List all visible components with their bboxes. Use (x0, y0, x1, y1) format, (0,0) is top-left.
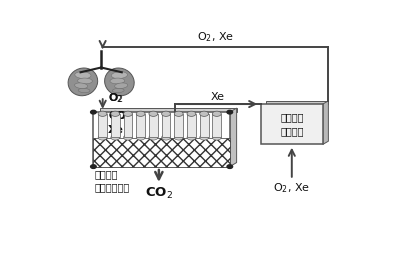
Ellipse shape (162, 111, 170, 116)
Polygon shape (266, 101, 328, 104)
Ellipse shape (112, 88, 124, 93)
Bar (149, 114, 158, 138)
Text: Xe: Xe (211, 92, 225, 102)
Text: 气体混合
浓度监测: 气体混合 浓度监测 (280, 112, 304, 136)
Ellipse shape (111, 135, 120, 140)
Bar (111, 114, 120, 138)
Bar (187, 114, 196, 138)
Ellipse shape (124, 111, 132, 116)
Polygon shape (323, 101, 328, 144)
Text: O$_2$
CO$_2$
Xe: O$_2$ CO$_2$ Xe (108, 91, 132, 135)
Polygon shape (230, 108, 237, 167)
Circle shape (227, 110, 232, 114)
Ellipse shape (149, 135, 158, 140)
Ellipse shape (68, 68, 98, 96)
Ellipse shape (200, 111, 208, 116)
Ellipse shape (111, 72, 128, 79)
Circle shape (91, 110, 96, 114)
Bar (212, 114, 221, 138)
Bar (200, 114, 208, 138)
Bar (94, 112, 230, 167)
Ellipse shape (124, 135, 132, 140)
Polygon shape (100, 108, 237, 112)
Circle shape (227, 165, 232, 168)
Ellipse shape (98, 135, 107, 140)
Text: O$_2$
CO$_2$
Xe: O$_2$ CO$_2$ Xe (108, 91, 131, 135)
Ellipse shape (187, 135, 196, 140)
Ellipse shape (78, 88, 90, 93)
Circle shape (91, 165, 96, 168)
Ellipse shape (212, 135, 221, 140)
Ellipse shape (212, 111, 221, 116)
Text: O$_2$, Xe: O$_2$, Xe (197, 30, 234, 44)
Text: O$_2$, Xe: O$_2$, Xe (273, 181, 310, 195)
Ellipse shape (115, 83, 128, 89)
Ellipse shape (136, 111, 145, 116)
Text: 分子筛膜
气体分离元件: 分子筛膜 气体分离元件 (95, 169, 130, 192)
Bar (98, 114, 107, 138)
Ellipse shape (162, 135, 170, 140)
Bar (162, 114, 170, 138)
Ellipse shape (174, 111, 183, 116)
Ellipse shape (75, 72, 91, 79)
Ellipse shape (174, 135, 183, 140)
Ellipse shape (105, 68, 134, 96)
Bar (94, 138, 230, 167)
Ellipse shape (78, 78, 92, 84)
Ellipse shape (187, 111, 196, 116)
Ellipse shape (74, 83, 88, 89)
Ellipse shape (111, 111, 120, 116)
Ellipse shape (98, 111, 107, 116)
Ellipse shape (200, 135, 208, 140)
Bar (136, 114, 145, 138)
Ellipse shape (136, 135, 145, 140)
Bar (261, 104, 323, 144)
Bar (124, 114, 132, 138)
Bar (174, 114, 183, 138)
Ellipse shape (110, 78, 125, 84)
Text: CO$_2$: CO$_2$ (145, 186, 173, 201)
Ellipse shape (149, 111, 158, 116)
